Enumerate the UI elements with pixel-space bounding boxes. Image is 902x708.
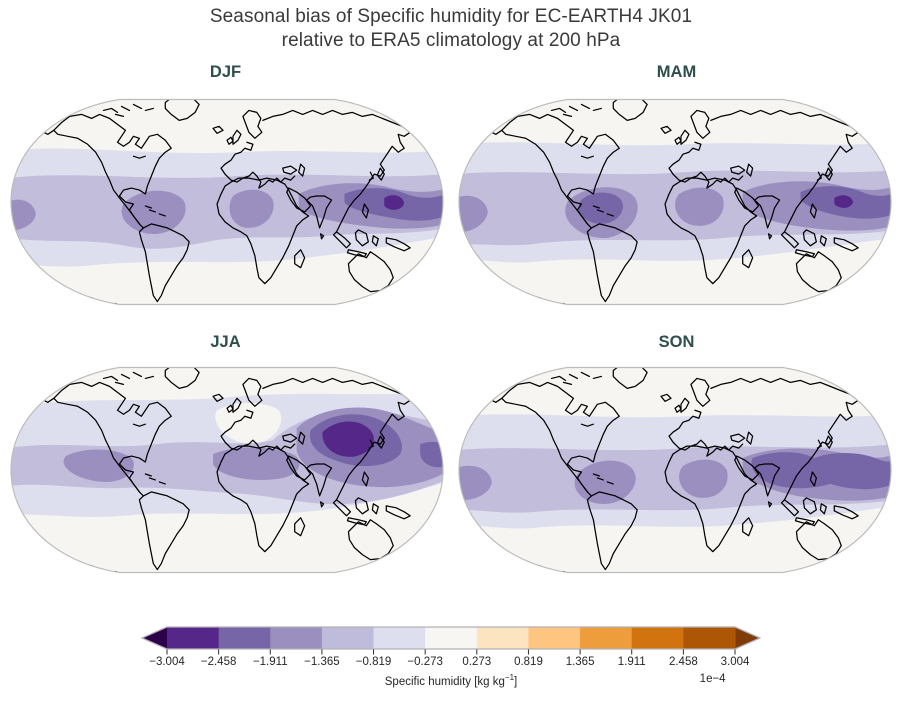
map-son <box>458 366 892 574</box>
colorbar-tick-label: −3.004 <box>149 656 185 668</box>
colorbar-tick-label: 3.004 <box>720 656 750 668</box>
map-mam <box>458 98 892 306</box>
colorbar-extend-right <box>735 627 760 649</box>
colorbar-tick-label: −1.911 <box>252 656 288 668</box>
map-row-top <box>0 86 902 318</box>
panel-title-jja: JJA <box>210 333 241 351</box>
colorbar-tick-label: −0.819 <box>355 656 392 668</box>
panel-title-mam: MAM <box>656 63 697 81</box>
colorbar-tick-label: 1.365 <box>565 656 595 668</box>
colorbar-tick-label: −1.365 <box>304 656 340 668</box>
colorbar-tick-label: 1.911 <box>617 656 646 668</box>
colorbar-segment <box>683 627 736 649</box>
colorbar-extend-left <box>142 627 167 649</box>
figure-title-line2: relative to ERA5 climatology at 200 hPa <box>281 30 621 51</box>
colorbar-segment <box>528 627 581 649</box>
figure-title-line1: Seasonal bias of Specific humidity for E… <box>209 6 693 27</box>
colorbar-segment <box>580 627 633 649</box>
colorbar-tick-label: 2.458 <box>668 656 698 668</box>
figure-title: Seasonal bias of Specific humidity for E… <box>0 0 902 53</box>
panel-title-row-top: DJF MAM <box>0 60 902 84</box>
colorbar-segment <box>631 627 684 649</box>
colorbar-outline <box>141 626 761 650</box>
colorbar-unit-row: Specific humidity [kg kg−1] 1e−4 <box>141 673 761 691</box>
colorbar-tick-label: 0.819 <box>514 656 543 668</box>
colorbar-tick-label: −0.273 <box>407 656 443 668</box>
colorbar-segment <box>321 627 375 649</box>
map-djf <box>10 98 444 306</box>
panel-title-djf: DJF <box>209 63 242 81</box>
panel-title-row-bottom: JJA SON <box>0 330 902 354</box>
colorbar-tick-labels: −3.004 −2.458 −1.911 −1.365 −0.819 −0.273 0.27… <box>141 656 761 671</box>
colorbar-multiplier: 1e−4 <box>699 673 726 685</box>
colorbar-bar <box>141 626 761 655</box>
colorbar-segment <box>425 627 478 649</box>
colorbar-segment <box>270 627 323 649</box>
colorbar: −3.004 −2.458 −1.911 −1.365 −0.819 −0.273 0.27… <box>141 626 761 691</box>
colorbar-label: Specific humidity [kg kg−1] <box>384 673 518 688</box>
colorbar-tick-label: −2.458 <box>200 656 237 668</box>
panel-title-son: SON <box>658 333 695 351</box>
colorbar-tick-label: 0.273 <box>462 656 492 668</box>
colorbar-segment <box>373 627 426 649</box>
map-row-bottom <box>0 354 902 586</box>
colorbar-segment <box>218 627 271 649</box>
colorbar-segment <box>476 627 530 649</box>
colorbar-segment <box>167 627 220 649</box>
map-jja <box>10 366 444 574</box>
